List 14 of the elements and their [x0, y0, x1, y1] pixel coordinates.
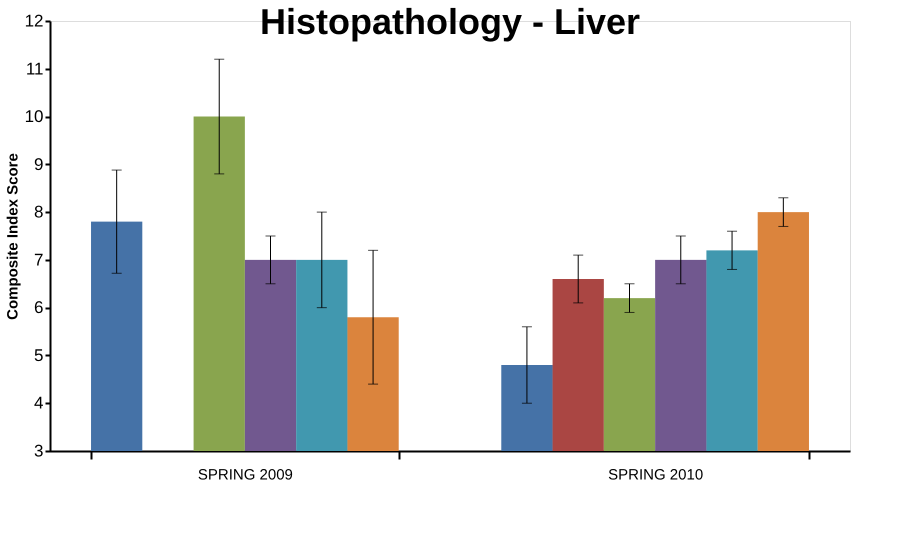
y-tick-label: 8: [34, 202, 44, 222]
y-tick-label: 11: [26, 59, 44, 78]
chart-title: Histopathology - Liver: [260, 1, 640, 42]
y-tick-label: 7: [34, 250, 44, 270]
y-tick-label: 3: [34, 442, 44, 460]
y-tick-label: 4: [34, 394, 44, 413]
y-tick-label: 12: [24, 12, 44, 30]
x-tick-label: SPRING 2010: [608, 466, 704, 484]
y-tick-label: 9: [34, 154, 44, 174]
y-tick-label: 6: [34, 298, 44, 318]
y-axis-title: Composite Index Score: [4, 153, 22, 320]
y-tick-label: 10: [24, 107, 44, 126]
x-tick-label: SPRING 2009: [198, 466, 293, 484]
y-tick-label: 5: [34, 346, 44, 365]
